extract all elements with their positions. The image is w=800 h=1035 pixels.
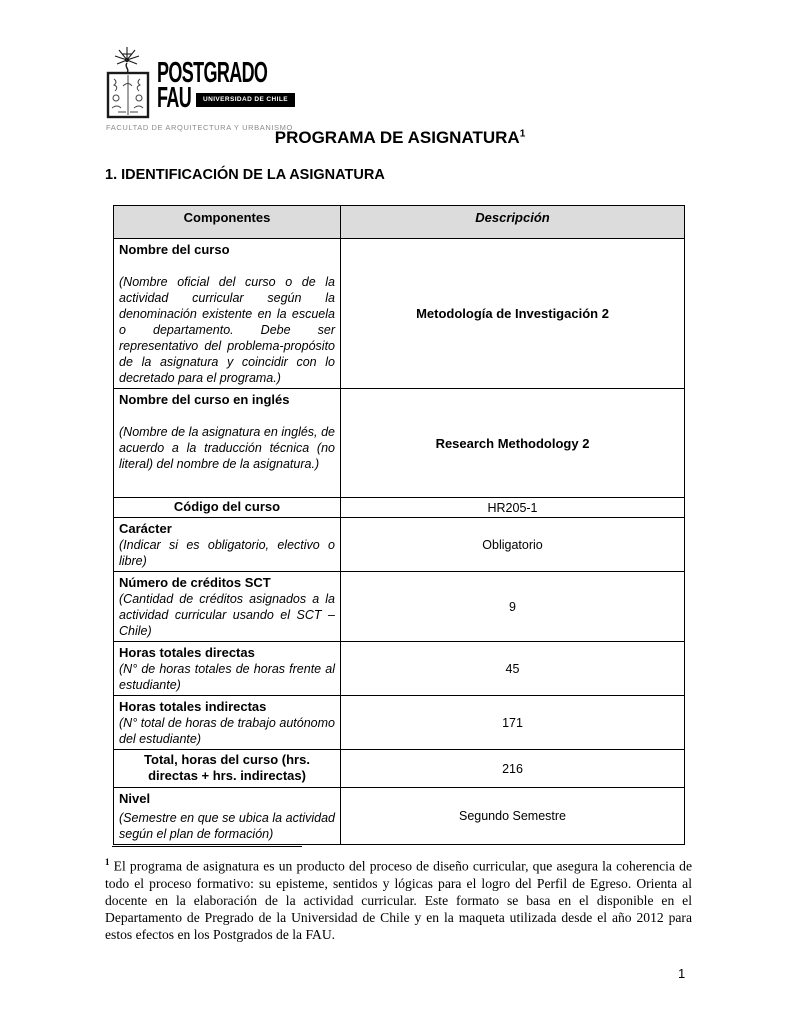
table-row: Total, horas del curso (hrs. directas + … (113, 749, 685, 788)
component-cell: Nombre del curso (Nombre oficial del cur… (113, 238, 341, 389)
component-note: (Cantidad de créditos asignados a la act… (119, 592, 335, 638)
title-footnote-ref: 1 (519, 128, 526, 140)
component-title: Carácter (119, 521, 172, 536)
component-note: (N° total de horas de trabajo autónomo d… (119, 716, 335, 746)
component-title: Horas totales indirectas (119, 699, 267, 714)
logo-university-name: UNIVERSIDAD DE CHILE (196, 93, 295, 107)
component-note: (Nombre oficial del curso o de la activi… (119, 275, 335, 385)
component-title: Horas totales directas (119, 645, 255, 660)
logo-org-name: POSTGRADO (157, 57, 268, 89)
identification-table: Componentes Descripción Nombre del curso… (113, 205, 685, 845)
footnote-separator (112, 846, 302, 847)
component-note: (N° de horas totales de horas frente al … (119, 662, 335, 692)
component-title: Número de créditos SCT (119, 575, 271, 590)
component-title: Código del curso (173, 499, 281, 514)
page-title: PROGRAMA DE ASIGNATURA1 (274, 128, 526, 147)
component-note: (Nombre de la asignatura en inglés, de a… (119, 425, 335, 471)
logo-faculty-abbr: FAU (157, 82, 192, 114)
description-cell: 171 (340, 695, 685, 750)
footnote-text: 1 El programa de asignatura es un produc… (105, 857, 692, 942)
component-title: Total, horas del curso (hrs. directas + … (144, 752, 310, 783)
footnote-marker: 1 (105, 857, 110, 867)
component-cell: Horas totales directas (N° de horas tota… (113, 641, 341, 696)
description-cell: HR205-1 (340, 497, 685, 518)
section-heading: 1. IDENTIFICACIÓN DE LA ASIGNATURA (105, 167, 385, 183)
table-row: Nombre del curso en inglés (Nombre de la… (113, 388, 685, 498)
table-row: Número de créditos SCT (Cantidad de créd… (113, 571, 685, 642)
component-cell: Número de créditos SCT (Cantidad de créd… (113, 571, 341, 642)
description-cell: Segundo Semestre (340, 787, 685, 845)
description-cell: 9 (340, 571, 685, 642)
table-row: Carácter (Indicar si es obligatorio, ele… (113, 517, 685, 572)
table-row: Código del curso HR205-1 (113, 497, 685, 518)
description-cell: 216 (340, 749, 685, 788)
component-cell: Nivel (Semestre en que se ubica la activ… (113, 787, 341, 845)
description-cell: Research Methodology 2 (340, 388, 685, 498)
component-cell: Horas totales indirectas (N° total de ho… (113, 695, 341, 750)
component-cell: Total, horas del curso (hrs. directas + … (113, 749, 341, 788)
component-cell: Código del curso (113, 497, 341, 518)
description-cell: 45 (340, 641, 685, 696)
table-header-row: Componentes Descripción (113, 205, 685, 239)
page-number: 1 (678, 966, 686, 981)
logo-faculty-caption: FACULTAD DE ARQUITECTURA Y URBANISMO (106, 123, 293, 132)
description-cell: Obligatorio (340, 517, 685, 572)
institution-logo: POSTGRADO FAU UNIVERSIDAD DE CHILE FACUL… (106, 46, 335, 132)
table-row: Horas totales directas (N° de horas tota… (113, 641, 685, 696)
component-title: Nombre del curso en inglés (119, 392, 290, 407)
table-row: Nombre del curso (Nombre oficial del cur… (113, 238, 685, 389)
university-crest-icon (106, 47, 150, 119)
component-cell: Nombre del curso en inglés (Nombre de la… (113, 388, 341, 498)
description-cell: Metodología de Investigación 2 (340, 238, 685, 389)
component-title: Nivel (119, 791, 151, 806)
column-header-components: Componentes (113, 205, 341, 239)
column-header-description: Descripción (340, 205, 685, 239)
component-note: (Semestre en que se ubica la actividad s… (119, 811, 335, 841)
component-cell: Carácter (Indicar si es obligatorio, ele… (113, 517, 341, 572)
table-row: Horas totales indirectas (N° total de ho… (113, 695, 685, 750)
footnote: 1 El programa de asignatura es un produc… (105, 846, 692, 943)
component-note: (Indicar si es obligatorio, electivo o l… (119, 538, 335, 568)
table-row: Nivel (Semestre en que se ubica la activ… (113, 787, 685, 845)
component-title: Nombre del curso (119, 242, 230, 257)
